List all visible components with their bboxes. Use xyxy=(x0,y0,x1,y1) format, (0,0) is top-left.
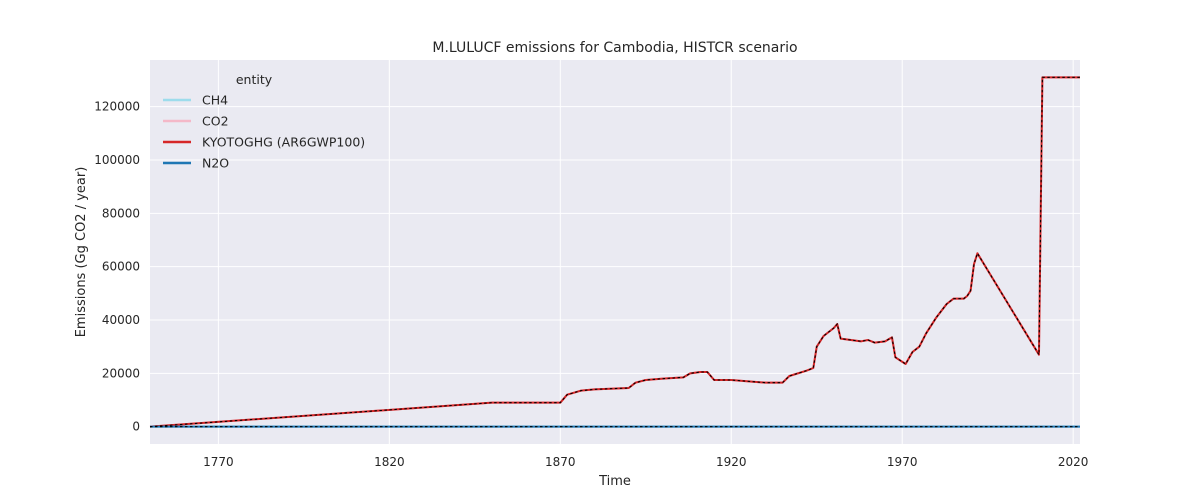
series-dashed-overlay-kyotoghg-ar6gwp100 xyxy=(149,76,1080,428)
x-tick-label: 1870 xyxy=(545,455,576,469)
legend: entity CH4 CO2 KYOTOGHG (AR6GWP100) N2O xyxy=(163,72,365,171)
y-tick-label: 40000 xyxy=(102,313,140,327)
y-tick-label: 100000 xyxy=(94,153,140,167)
y-tick-label: 60000 xyxy=(102,260,140,274)
x-tick-label: 2020 xyxy=(1058,455,1089,469)
y-tick-label: 20000 xyxy=(102,366,140,380)
chart-title: M.LULUCF emissions for Cambodia, HISTCR … xyxy=(432,40,797,56)
legend-label: CH4 xyxy=(202,93,228,108)
x-axis-title: Time xyxy=(598,474,631,489)
legend-label: CO2 xyxy=(202,114,229,129)
legend-label: KYOTOGHG (AR6GWP100) xyxy=(202,135,365,150)
y-tick-label: 120000 xyxy=(94,100,140,114)
x-tick-label: 1920 xyxy=(716,455,747,469)
legend-label: N2O xyxy=(202,156,229,171)
x-tick-label: 1820 xyxy=(374,455,405,469)
y-axis-title: Emissions (Gg CO2 / year) xyxy=(74,167,89,338)
x-tick-label: 1970 xyxy=(887,455,918,469)
y-tick-label: 0 xyxy=(132,420,140,434)
y-tick-label: 80000 xyxy=(102,206,140,220)
legend-title: entity xyxy=(236,72,273,87)
series-lines xyxy=(149,76,1080,428)
x-tick-label: 1770 xyxy=(203,455,234,469)
tick-labels: 1770 1820 1870 1920 1970 2020 0 20000 40000 60000… xyxy=(94,100,1088,469)
plot-area xyxy=(150,60,1080,444)
